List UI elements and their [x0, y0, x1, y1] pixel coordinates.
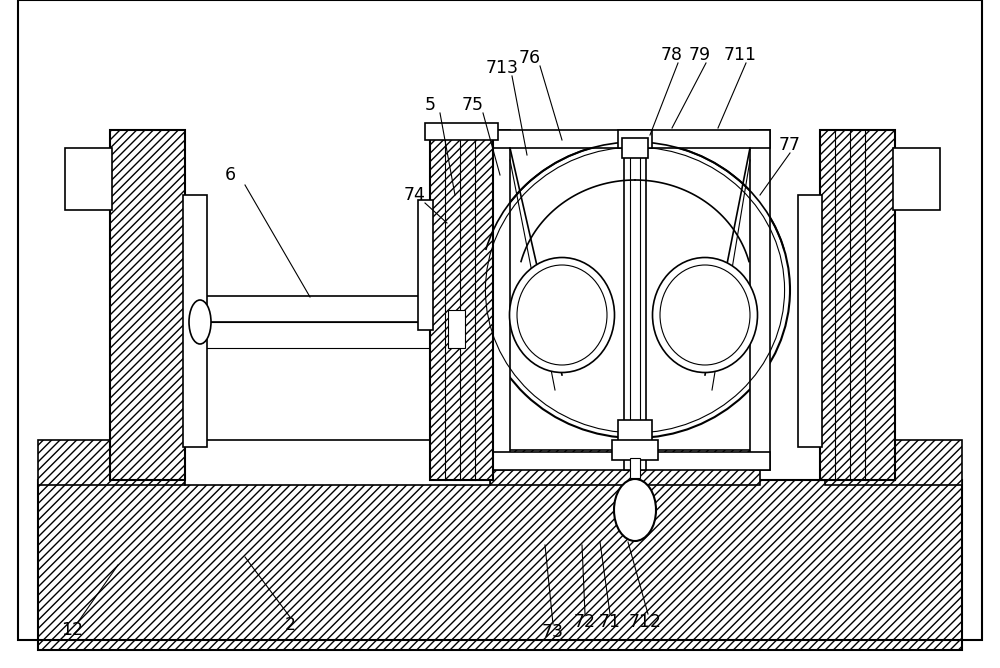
- Bar: [185, 322, 453, 348]
- Text: 72: 72: [574, 613, 596, 631]
- Bar: [110, 130, 185, 480]
- Text: 79: 79: [689, 46, 711, 64]
- Bar: [820, 130, 895, 480]
- Bar: [798, 195, 822, 447]
- Bar: [430, 130, 493, 480]
- Bar: [490, 130, 770, 148]
- Text: 74: 74: [404, 186, 426, 204]
- Text: 75: 75: [462, 96, 484, 114]
- Text: 711: 711: [724, 46, 757, 64]
- Bar: [612, 440, 658, 460]
- Ellipse shape: [189, 300, 211, 344]
- Text: 712: 712: [629, 613, 662, 631]
- Bar: [618, 420, 652, 445]
- Text: 73: 73: [542, 623, 564, 641]
- Bar: [490, 130, 510, 470]
- Text: 5: 5: [424, 96, 436, 114]
- Bar: [618, 130, 652, 148]
- Bar: [185, 296, 453, 322]
- Text: 713: 713: [486, 59, 518, 77]
- Bar: [448, 310, 465, 348]
- Text: 2: 2: [285, 616, 296, 634]
- Ellipse shape: [480, 142, 790, 438]
- Bar: [624, 148, 646, 470]
- Bar: [425, 123, 498, 140]
- Text: 12: 12: [61, 621, 83, 639]
- Bar: [750, 130, 770, 470]
- Ellipse shape: [510, 257, 614, 373]
- Text: 71: 71: [599, 613, 621, 631]
- Ellipse shape: [652, 257, 758, 373]
- Bar: [418, 200, 433, 330]
- Bar: [622, 138, 648, 158]
- Bar: [183, 195, 207, 447]
- Bar: [38, 440, 185, 485]
- Ellipse shape: [614, 479, 656, 541]
- Bar: [825, 440, 962, 485]
- Bar: [893, 148, 940, 210]
- Bar: [490, 450, 760, 485]
- Bar: [65, 148, 112, 210]
- Bar: [490, 452, 770, 470]
- Bar: [185, 440, 490, 485]
- Bar: [630, 458, 640, 478]
- Bar: [38, 480, 962, 650]
- Text: 77: 77: [779, 136, 801, 154]
- Text: 76: 76: [519, 49, 541, 67]
- Text: 78: 78: [661, 46, 683, 64]
- Text: 6: 6: [224, 166, 236, 184]
